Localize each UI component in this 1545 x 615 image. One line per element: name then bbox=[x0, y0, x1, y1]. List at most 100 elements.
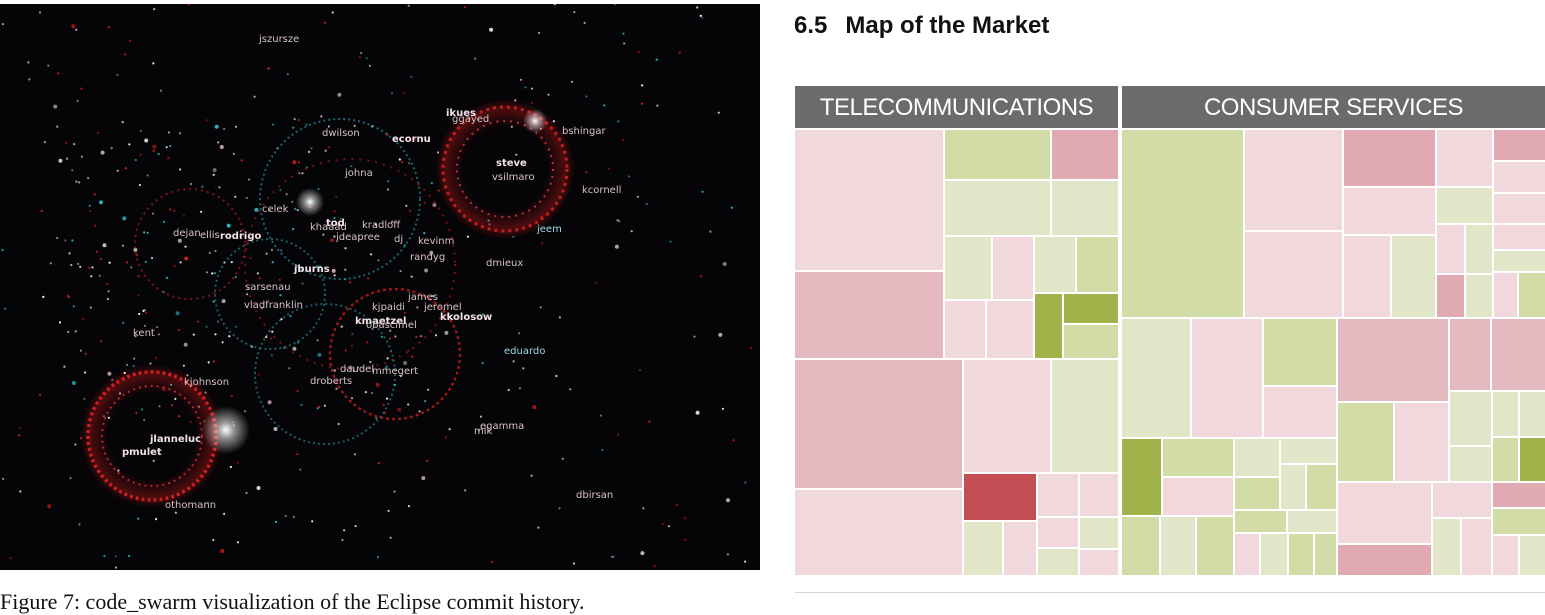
swarm-particle bbox=[64, 239, 67, 242]
swarm-particle bbox=[267, 67, 270, 70]
swarm-particle bbox=[257, 373, 260, 376]
swarm-particle bbox=[102, 243, 107, 248]
swarm-particle bbox=[106, 282, 109, 286]
swarm-particle bbox=[107, 25, 110, 29]
section-number: 6.5 bbox=[794, 12, 828, 39]
swarm-particle bbox=[273, 427, 278, 431]
swarm-particle bbox=[236, 541, 240, 544]
swarm-particle bbox=[387, 509, 390, 512]
swarm-particle bbox=[730, 206, 733, 209]
swarm-particle bbox=[333, 235, 336, 238]
swarm-particle bbox=[640, 551, 645, 556]
swarm-particle bbox=[352, 369, 355, 372]
swarm-particle bbox=[407, 505, 410, 508]
developer-label: bshingar bbox=[562, 126, 606, 137]
swarm-particle bbox=[84, 352, 87, 355]
swarm-particle bbox=[324, 149, 327, 152]
developer-label: egamma bbox=[480, 421, 524, 432]
swarm-particle bbox=[322, 233, 325, 236]
swarm-particle bbox=[274, 520, 278, 524]
treemap-tile bbox=[1493, 483, 1545, 507]
swarm-particle bbox=[87, 177, 90, 180]
developer-label: dwilson bbox=[322, 128, 360, 139]
swarm-particle bbox=[383, 411, 386, 414]
swarm-particle bbox=[522, 367, 525, 370]
swarm-particle bbox=[116, 169, 119, 172]
swarm-particle bbox=[364, 391, 367, 394]
swarm-particle bbox=[49, 262, 52, 265]
developer-label: jlanneluc bbox=[149, 434, 201, 445]
swarm-particle bbox=[431, 295, 434, 298]
swarm-particle bbox=[367, 277, 370, 280]
swarm-particle bbox=[278, 278, 281, 281]
swarm-particle bbox=[532, 405, 537, 410]
treemap-tile bbox=[1080, 518, 1118, 548]
treemap-tile bbox=[795, 360, 962, 488]
swarm-particle bbox=[56, 236, 59, 240]
figure-caption: Figure 7: code_swarm visualization of th… bbox=[0, 589, 585, 614]
treemap-tile bbox=[1494, 273, 1517, 317]
swarm-particle bbox=[234, 125, 238, 128]
swarm-particle bbox=[67, 330, 70, 333]
swarm-particle bbox=[80, 155, 83, 158]
treemap-tile bbox=[1494, 162, 1545, 192]
developer-label: kradloff bbox=[362, 220, 401, 231]
swarm-particle bbox=[253, 95, 256, 98]
swarm-particle bbox=[234, 195, 237, 198]
swarm-particle bbox=[411, 355, 414, 358]
swarm-particle bbox=[174, 511, 177, 514]
swarm-particle bbox=[617, 120, 620, 123]
swarm-particle bbox=[260, 307, 264, 310]
swarm-particle bbox=[232, 152, 235, 155]
swarm-particle bbox=[144, 311, 148, 314]
swarm-particle bbox=[228, 335, 231, 338]
treemap-tile bbox=[1122, 439, 1161, 515]
developer-label: vladfranklin bbox=[244, 300, 303, 311]
swarm-particle bbox=[70, 263, 73, 267]
swarm-particle bbox=[90, 275, 93, 278]
treemap-tile bbox=[945, 301, 985, 358]
developer-label: mmegert bbox=[372, 366, 418, 377]
treemap-tile bbox=[964, 360, 1050, 472]
swarm-particle bbox=[416, 306, 419, 309]
developer-label: kjpaidi bbox=[372, 302, 405, 313]
swarm-particle bbox=[230, 395, 233, 398]
swarm-particle bbox=[265, 252, 268, 255]
swarm-particle bbox=[258, 277, 261, 280]
swarm-particle bbox=[27, 61, 30, 64]
swarm-particle bbox=[78, 181, 81, 184]
swarm-particle bbox=[377, 259, 380, 262]
swarm-particle bbox=[410, 275, 413, 278]
swarm-particle bbox=[333, 274, 336, 277]
swarm-particle bbox=[144, 138, 149, 143]
treemap-tile bbox=[1315, 534, 1336, 575]
swarm-particle bbox=[385, 397, 389, 400]
swarm-particle bbox=[612, 555, 615, 558]
swarm-particle bbox=[121, 121, 124, 124]
swarm-particle bbox=[388, 337, 391, 340]
swarm-particle bbox=[268, 209, 271, 212]
swarm-particle bbox=[669, 240, 672, 243]
swarm-particle bbox=[56, 125, 59, 128]
developer-label: dmieux bbox=[486, 258, 523, 269]
developer-label: pmulet bbox=[122, 447, 162, 458]
swarm-particle bbox=[226, 223, 231, 228]
treemap-tile bbox=[1494, 194, 1545, 223]
swarm-particle bbox=[83, 397, 86, 400]
swarm-particle bbox=[426, 459, 429, 463]
swarm-particle bbox=[271, 123, 274, 126]
treemap-tile bbox=[1466, 275, 1492, 317]
swarm-particle bbox=[519, 78, 523, 81]
swarm-particle bbox=[726, 553, 730, 556]
swarm-particle bbox=[421, 476, 426, 481]
swarm-particle bbox=[220, 549, 225, 553]
treemap-tile bbox=[1437, 130, 1492, 186]
treemap-tile bbox=[1035, 237, 1075, 292]
swarm-particle bbox=[316, 339, 319, 342]
swarm-particle bbox=[481, 313, 484, 316]
swarm-particle bbox=[387, 180, 390, 183]
swarm-particle bbox=[299, 468, 302, 471]
swarm-particle bbox=[212, 173, 215, 176]
swarm-particle bbox=[212, 538, 215, 542]
swarm-particle bbox=[384, 366, 387, 370]
